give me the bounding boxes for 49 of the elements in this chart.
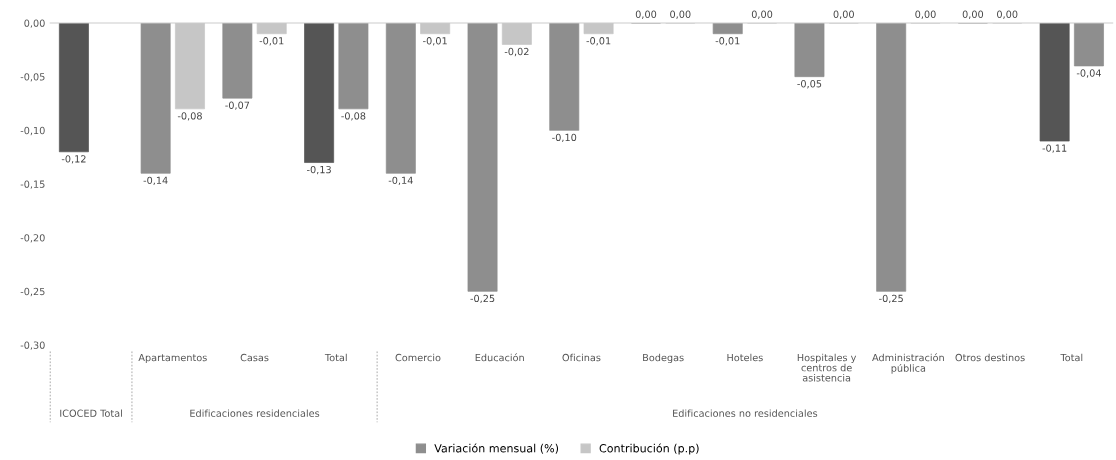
text: Edificaciones residenciales xyxy=(190,409,320,417)
y-tick-label: 0,00 xyxy=(24,19,45,28)
data-label: 0,00 xyxy=(635,10,657,19)
data-label: -0,07 xyxy=(225,101,250,110)
x-tick-label: Otros destinos xyxy=(955,353,1025,362)
data-label: 0,00 xyxy=(915,10,936,19)
y-tick-label: -0,30 xyxy=(20,341,45,350)
y-tick-label: -0,25 xyxy=(20,287,45,297)
data-label: 0,00 xyxy=(751,10,773,19)
x-tick-label: Hoteles xyxy=(727,353,763,362)
data-label: 0,00 xyxy=(670,10,691,19)
data-label: -0,11 xyxy=(1042,144,1067,153)
data-label: -0,08 xyxy=(177,112,202,121)
x-tick-label: Comercio xyxy=(395,353,441,362)
x-tick-label: Administración pública xyxy=(872,353,944,374)
data-label: -0,01 xyxy=(423,37,447,46)
legend-label: Contribución (p.p) xyxy=(599,443,699,455)
x-tick-label: Hospitales y centros de asistencia xyxy=(797,353,857,382)
x-tick-label: Oficinas xyxy=(562,353,601,362)
data-label: 0,00 xyxy=(962,10,984,19)
data-label: -0,25 xyxy=(879,294,903,304)
y-tick-label: -0,20 xyxy=(20,234,45,243)
data-label: -0,04 xyxy=(1076,69,1101,78)
legend-label: Variación mensual (%) xyxy=(434,443,559,454)
x-tick-label: Total xyxy=(1060,353,1083,362)
y-tick-label: -0,15 xyxy=(20,180,45,189)
data-label: 0,00 xyxy=(833,10,854,19)
data-label: -0,10 xyxy=(552,133,577,143)
x-tick-label: Apartamentos xyxy=(138,353,207,364)
x-tick-label: Bodegas xyxy=(643,353,684,364)
text: Edificaciones no residenciales xyxy=(673,409,818,417)
data-label: -0,02 xyxy=(504,47,529,57)
x-tick-label: Total xyxy=(324,353,347,362)
data-label: -0,01 xyxy=(586,37,611,46)
data-label: -0,01 xyxy=(259,37,284,46)
y-tick-label: -0,10 xyxy=(20,126,45,136)
data-label: -0,08 xyxy=(341,112,366,121)
x-tick-label: Casas xyxy=(240,353,269,362)
data-label: 0,00 xyxy=(997,10,1018,19)
text: ICOCED Total xyxy=(60,409,122,417)
data-label: -0,05 xyxy=(797,80,822,89)
data-label: -0,14 xyxy=(388,176,413,185)
data-label: -0,25 xyxy=(470,294,495,304)
x-tick-label: Educación xyxy=(475,353,524,362)
data-label: -0,13 xyxy=(307,165,331,175)
data-label: -0,12 xyxy=(61,155,86,164)
y-tick-label: -0,05 xyxy=(20,73,45,82)
data-label: -0,14 xyxy=(143,176,168,185)
data-label: -0,01 xyxy=(715,37,740,46)
